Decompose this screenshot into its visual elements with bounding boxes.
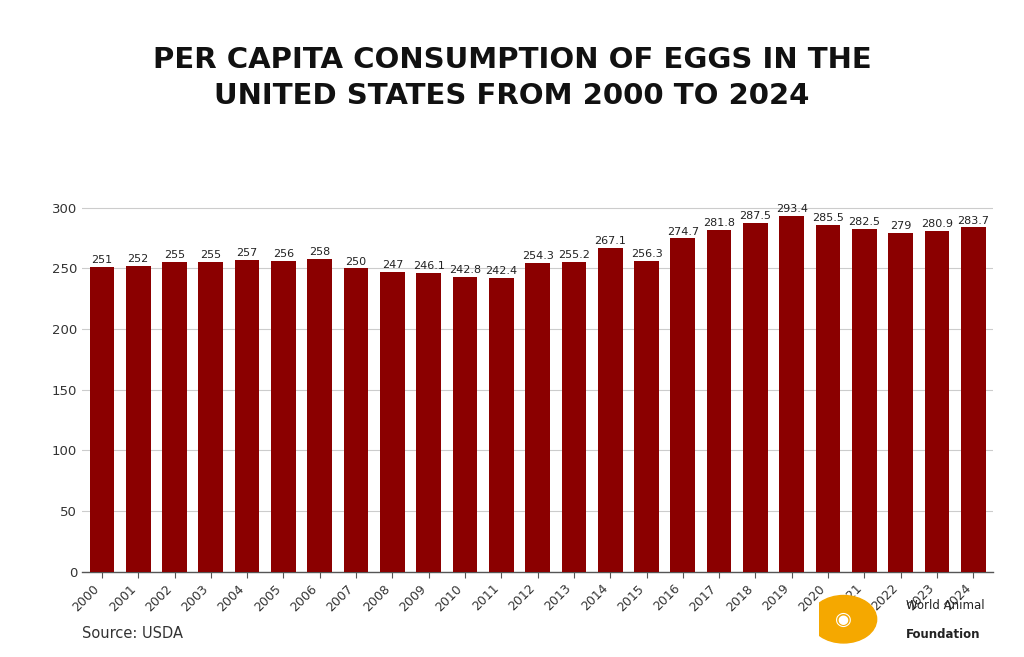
Text: 250: 250 bbox=[345, 256, 367, 267]
Bar bbox=[488, 277, 514, 572]
Text: 282.5: 282.5 bbox=[848, 217, 881, 227]
Text: 256: 256 bbox=[272, 249, 294, 260]
Text: 242.4: 242.4 bbox=[485, 266, 517, 276]
Bar bbox=[671, 238, 695, 572]
Bar bbox=[743, 223, 768, 572]
Bar bbox=[453, 277, 477, 572]
Bar bbox=[271, 261, 296, 572]
Text: 287.5: 287.5 bbox=[739, 211, 771, 221]
Bar bbox=[707, 230, 731, 572]
Bar bbox=[889, 233, 913, 572]
Text: ◉: ◉ bbox=[835, 610, 852, 629]
Text: 255.2: 255.2 bbox=[558, 250, 590, 260]
Text: Foundation: Foundation bbox=[906, 627, 981, 641]
Text: 283.7: 283.7 bbox=[957, 215, 989, 225]
Circle shape bbox=[811, 595, 877, 643]
Bar bbox=[779, 215, 804, 572]
Text: 281.8: 281.8 bbox=[703, 218, 735, 228]
Bar bbox=[380, 272, 404, 572]
Text: 251: 251 bbox=[91, 256, 113, 265]
Bar bbox=[417, 273, 441, 572]
Bar bbox=[634, 261, 658, 572]
Bar bbox=[344, 268, 369, 572]
Bar bbox=[816, 225, 841, 572]
Text: 247: 247 bbox=[382, 260, 403, 270]
Text: 280.9: 280.9 bbox=[921, 219, 953, 229]
Text: 267.1: 267.1 bbox=[594, 236, 626, 246]
Text: 257: 257 bbox=[237, 248, 258, 258]
Text: Source: USDA: Source: USDA bbox=[82, 625, 183, 641]
Bar bbox=[234, 260, 259, 572]
Text: 258: 258 bbox=[309, 247, 331, 257]
Bar bbox=[925, 231, 949, 572]
Text: 279: 279 bbox=[890, 221, 911, 231]
Bar bbox=[961, 227, 986, 572]
Text: 256.3: 256.3 bbox=[631, 249, 663, 259]
Text: 255: 255 bbox=[201, 250, 221, 260]
Bar bbox=[561, 262, 587, 572]
Bar bbox=[162, 262, 186, 572]
Text: World Animal: World Animal bbox=[906, 599, 985, 612]
Text: 254.3: 254.3 bbox=[521, 252, 554, 261]
Text: 293.4: 293.4 bbox=[776, 204, 808, 214]
Text: 242.8: 242.8 bbox=[449, 265, 481, 275]
Bar bbox=[307, 259, 332, 572]
Bar bbox=[852, 229, 877, 572]
Text: 274.7: 274.7 bbox=[667, 227, 699, 237]
Text: 246.1: 246.1 bbox=[413, 261, 444, 271]
Text: PER CAPITA CONSUMPTION OF EGGS IN THE
UNITED STATES FROM 2000 TO 2024: PER CAPITA CONSUMPTION OF EGGS IN THE UN… bbox=[153, 46, 871, 110]
Bar bbox=[126, 266, 151, 572]
Bar bbox=[199, 262, 223, 572]
Text: 285.5: 285.5 bbox=[812, 214, 844, 223]
Bar bbox=[598, 248, 623, 572]
Text: 255: 255 bbox=[164, 250, 185, 260]
Bar bbox=[525, 263, 550, 572]
Bar bbox=[89, 267, 115, 572]
Text: 252: 252 bbox=[128, 254, 148, 264]
